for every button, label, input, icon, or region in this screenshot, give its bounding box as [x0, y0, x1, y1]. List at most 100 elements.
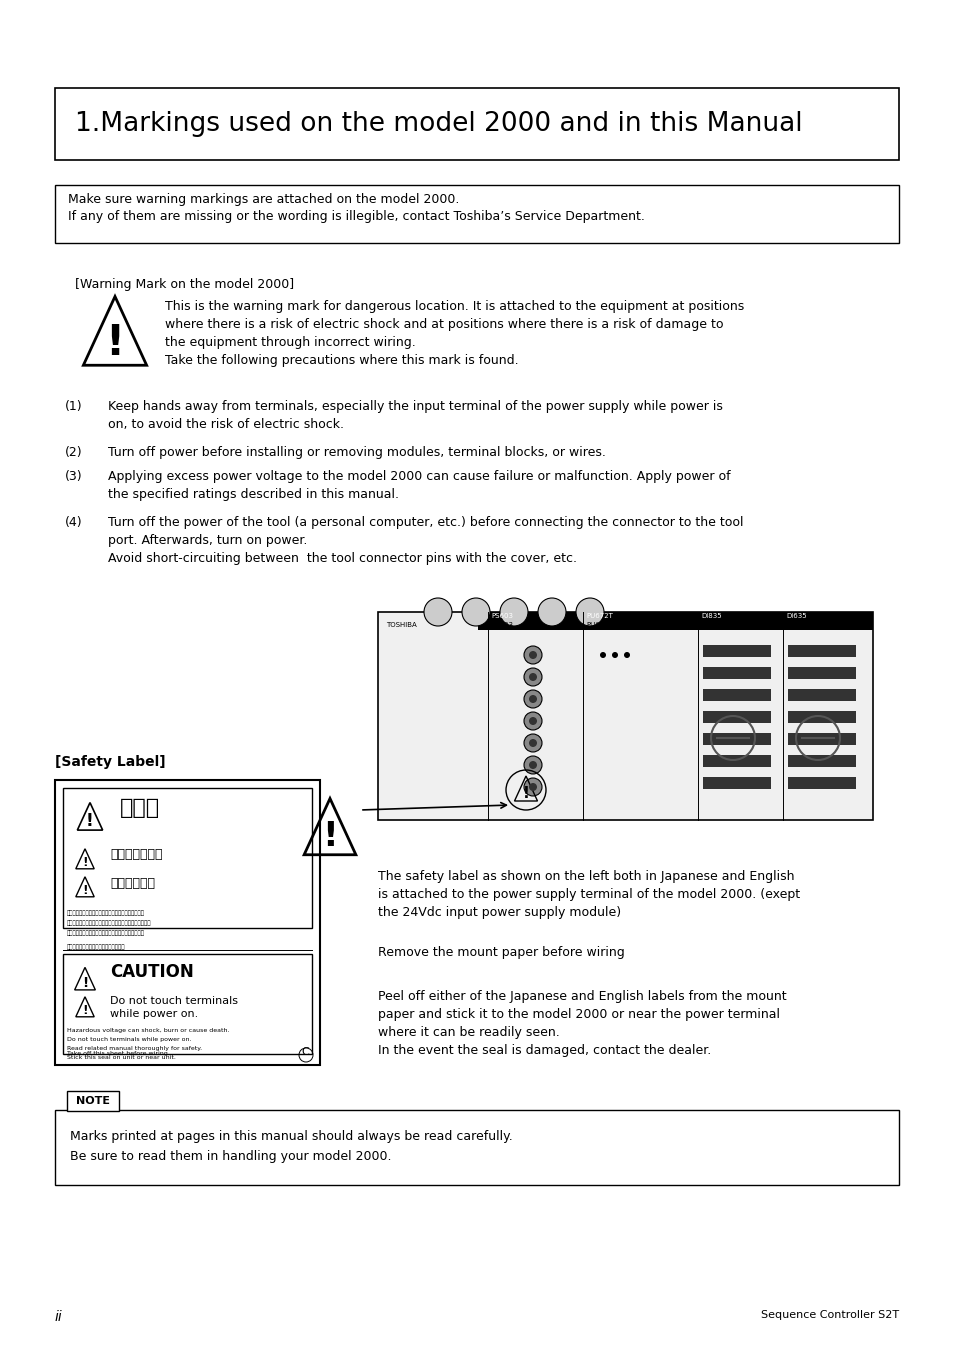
Bar [702, 777, 770, 789]
Text: the 24Vdc input power supply module): the 24Vdc input power supply module) [377, 907, 620, 919]
Text: Avoid short-circuiting between  the tool connector pins with the cover, etc.: Avoid short-circuiting between the tool … [108, 553, 577, 565]
Circle shape [523, 712, 541, 730]
Bar [63, 788, 312, 928]
Text: 安全に使用するため、関連取扱説明書を熟読してください: 安全に使用するため、関連取扱説明書を熟読してください [67, 920, 152, 925]
Text: the equipment through incorrect wiring.: the equipment through incorrect wiring. [165, 336, 416, 349]
Text: 端子さわるな: 端子さわるな [110, 877, 154, 890]
Circle shape [529, 717, 537, 725]
Circle shape [529, 673, 537, 681]
Bar [377, 612, 872, 820]
Text: (1): (1) [65, 400, 83, 413]
Text: where it can be readily seen.: where it can be readily seen. [377, 1025, 559, 1039]
Circle shape [599, 653, 605, 658]
Bar [702, 755, 770, 767]
Bar [787, 689, 855, 701]
Text: Do not touch terminals while power on.: Do not touch terminals while power on. [67, 1038, 192, 1042]
Text: This is the warning mark for dangerous location. It is attached to the equipment: This is the warning mark for dangerous l… [165, 300, 743, 313]
Bar [787, 777, 855, 789]
Text: paper and stick it to the model 2000 or near the power terminal: paper and stick it to the model 2000 or … [377, 1008, 780, 1021]
Text: DI835: DI835 [700, 621, 720, 628]
Text: Marks printed at pages in this manual should always be read carefully.: Marks printed at pages in this manual sh… [70, 1129, 512, 1143]
Bar [55, 1111, 898, 1185]
Text: The safety label as shown on the left both in Japanese and English: The safety label as shown on the left bo… [377, 870, 794, 884]
Text: C: C [301, 1047, 309, 1056]
Text: while power on.: while power on. [110, 1009, 198, 1019]
Bar [787, 644, 855, 657]
Circle shape [523, 667, 541, 686]
Circle shape [523, 734, 541, 753]
Text: !: ! [82, 1004, 88, 1017]
Circle shape [461, 598, 490, 626]
Text: !: ! [82, 857, 88, 869]
Text: TOSHIBA: TOSHIBA [386, 621, 416, 628]
Circle shape [423, 598, 452, 626]
Text: ホシールを本機またはその近働に貼り付けてください: ホシールを本機またはその近働に貼り付けてください [67, 929, 145, 936]
Bar [55, 185, 898, 243]
Text: [Safety Label]: [Safety Label] [55, 755, 166, 769]
Text: Be sure to read them in handling your model 2000.: Be sure to read them in handling your mo… [70, 1150, 391, 1163]
Text: (3): (3) [65, 470, 83, 484]
Circle shape [529, 694, 537, 703]
Circle shape [523, 646, 541, 663]
Text: !: ! [82, 884, 88, 897]
Circle shape [529, 739, 537, 747]
Text: Read related manual thoroughly for safety.: Read related manual thoroughly for safet… [67, 1046, 202, 1051]
Text: !: ! [86, 812, 93, 831]
Text: 感電しますので運転中は端末にさわらないでください: 感電しますので運転中は端末にさわらないでください [67, 911, 145, 916]
Text: !: ! [522, 785, 529, 801]
Bar [787, 667, 855, 680]
Circle shape [623, 653, 629, 658]
Text: NOTE: NOTE [76, 1096, 110, 1106]
Circle shape [523, 778, 541, 796]
Text: Peel off either of the Japanese and English labels from the mount: Peel off either of the Japanese and Engl… [377, 990, 786, 1002]
Text: 配線する前に表紙を取り外してください: 配線する前に表紙を取り外してください [67, 944, 126, 950]
Text: port. Afterwards, turn on power.: port. Afterwards, turn on power. [108, 534, 307, 547]
Text: where there is a risk of electric shock and at positions where there is a risk o: where there is a risk of electric shock … [165, 317, 722, 331]
Text: PS603: PS603 [491, 613, 513, 619]
Text: (4): (4) [65, 516, 83, 530]
Bar [787, 755, 855, 767]
Text: Take off this sheet before wiring.: Take off this sheet before wiring. [67, 1051, 170, 1056]
Text: PU672T: PU672T [585, 613, 612, 619]
Circle shape [612, 653, 618, 658]
Text: Applying excess power voltage to the model 2000 can cause failure or malfunction: Applying excess power voltage to the mod… [108, 470, 730, 484]
Circle shape [537, 598, 565, 626]
Text: Make sure warning markings are attached on the model 2000.: Make sure warning markings are attached … [68, 193, 459, 205]
Circle shape [523, 757, 541, 774]
Text: DI635: DI635 [785, 613, 806, 619]
Bar [67, 1092, 119, 1111]
Bar [787, 734, 855, 744]
Text: If any of them are missing or the wording is illegible, contact Toshiba’s Servic: If any of them are missing or the wordin… [68, 209, 644, 223]
Text: Turn off the power of the tool (a personal computer, etc.) before connecting the: Turn off the power of the tool (a person… [108, 516, 742, 530]
Circle shape [499, 598, 527, 626]
Bar [55, 780, 319, 1065]
Circle shape [576, 598, 603, 626]
Text: Take the following precautions where this mark is found.: Take the following precautions where thi… [165, 354, 518, 367]
Text: CAUTION: CAUTION [110, 963, 193, 981]
Circle shape [529, 784, 537, 790]
Bar [55, 88, 898, 159]
Text: PU672T: PU672T [585, 621, 612, 628]
Circle shape [529, 761, 537, 769]
Bar [702, 667, 770, 680]
Text: In the event the seal is damaged, contact the dealer.: In the event the seal is damaged, contac… [377, 1044, 711, 1056]
Text: on, to avoid the risk of electric shock.: on, to avoid the risk of electric shock. [108, 417, 344, 431]
Text: !: ! [322, 820, 337, 854]
Text: the specified ratings described in this manual.: the specified ratings described in this … [108, 488, 398, 501]
Text: DI835: DI835 [700, 613, 720, 619]
Text: PS603: PS603 [491, 621, 513, 628]
Text: 1.Markings used on the model 2000 and in this Manual: 1.Markings used on the model 2000 and in… [75, 111, 801, 136]
Circle shape [529, 651, 537, 659]
Bar [702, 689, 770, 701]
Text: 注　意: 注 意 [120, 798, 160, 817]
Bar [477, 612, 872, 630]
Bar [702, 644, 770, 657]
Text: Keep hands away from terminals, especially the input terminal of the power suppl: Keep hands away from terminals, especial… [108, 400, 722, 413]
Text: 感電の恐れあり: 感電の恐れあり [110, 848, 162, 861]
Text: [Warning Mark on the model 2000]: [Warning Mark on the model 2000] [75, 278, 294, 290]
Text: DI635: DI635 [785, 621, 806, 628]
Text: is attached to the power supply terminal of the model 2000. (exept: is attached to the power supply terminal… [377, 888, 800, 901]
Text: (2): (2) [65, 446, 83, 459]
Text: ii: ii [55, 1310, 63, 1324]
Bar [63, 954, 312, 1054]
